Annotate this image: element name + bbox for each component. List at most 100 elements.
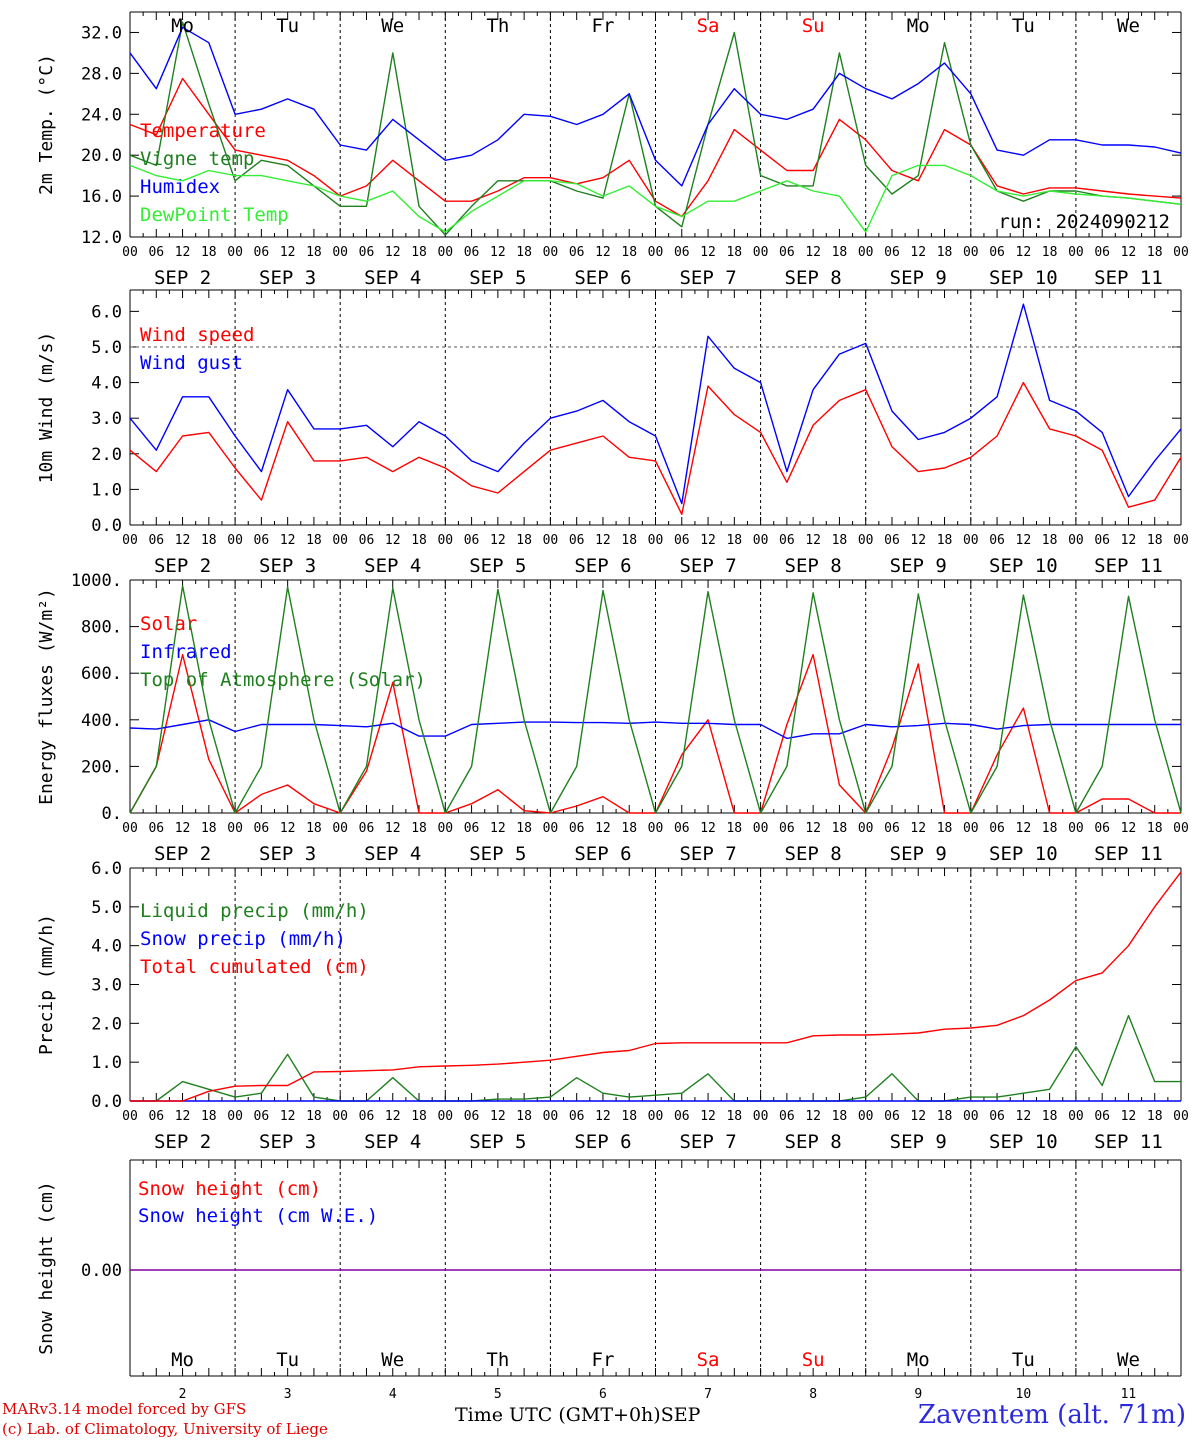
hour-label: 18: [726, 1109, 742, 1124]
y-tick-label: 1.0: [91, 480, 122, 500]
hour-label: 12: [700, 821, 716, 836]
hour-label: 18: [832, 821, 848, 836]
y-tick-label: 2.0: [91, 445, 122, 465]
weekday-label: Su: [802, 15, 825, 37]
hour-label: 18: [201, 821, 217, 836]
hour-label: 12: [805, 821, 821, 836]
date-label: SEP 4: [364, 555, 421, 577]
time-axis-month: SEP: [660, 1404, 701, 1426]
weekday-label: We: [1117, 15, 1140, 37]
weekday-label-bottom: Sa: [697, 1349, 720, 1371]
hour-label: 06: [989, 821, 1005, 836]
hour-label: 12: [700, 1109, 716, 1124]
hour-label: 12: [910, 533, 926, 548]
y-tick-label: 24.0: [81, 105, 122, 125]
y-tick-label: 0.00: [81, 1261, 122, 1281]
hour-label: 12: [1121, 245, 1137, 260]
hour-label: 18: [832, 245, 848, 260]
hour-label: 12: [910, 1109, 926, 1124]
hour-label: 00: [963, 1109, 979, 1124]
hour-label: 18: [1042, 245, 1058, 260]
weekday-label-bottom: Th: [486, 1349, 509, 1371]
hour-label: 00: [1068, 245, 1084, 260]
weekday-label-bottom: Su: [802, 1349, 825, 1371]
day-number-label: 10: [1016, 1387, 1032, 1402]
date-label: SEP 2: [154, 555, 211, 577]
y-tick-label: 2.0: [91, 1014, 122, 1034]
legend-entry: Temperature: [140, 120, 266, 142]
hour-label: 06: [884, 533, 900, 548]
hour-label: 12: [385, 245, 401, 260]
hour-label: 12: [175, 1109, 191, 1124]
y-tick-label: 4.0: [91, 374, 122, 394]
hour-label: 12: [700, 245, 716, 260]
station-name: Zaventem (alt. 71m): [918, 1400, 1186, 1430]
hour-label: 00: [332, 1109, 348, 1124]
hour-label: 18: [201, 1109, 217, 1124]
hour-label: 00: [122, 533, 138, 548]
hour-label: 12: [910, 245, 926, 260]
hour-label: 12: [175, 533, 191, 548]
hour-label: 00: [858, 821, 874, 836]
hour-label: 06: [884, 245, 900, 260]
weekday-label-bottom: Tu: [1012, 1349, 1035, 1371]
hour-label: 18: [621, 533, 637, 548]
day-number-label: 2: [179, 1387, 187, 1402]
hour-label: 12: [1121, 533, 1137, 548]
date-label: SEP 8: [785, 555, 842, 577]
hour-label: 06: [884, 821, 900, 836]
y-tick-label: 0.0: [91, 1092, 122, 1112]
date-label: SEP 11: [1094, 1131, 1163, 1153]
legend-entry: Wind speed: [140, 324, 254, 346]
date-label: SEP 3: [259, 843, 316, 865]
hour-label: 12: [385, 1109, 401, 1124]
date-label: SEP 11: [1094, 843, 1163, 865]
hour-label: 06: [674, 533, 690, 548]
y-tick-label: 3.0: [91, 976, 122, 996]
hour-label: 18: [1042, 1109, 1058, 1124]
hour-label: 00: [227, 1109, 243, 1124]
weekday-label-bottom: Fr: [592, 1349, 615, 1371]
hour-label: 12: [1121, 821, 1137, 836]
hour-label: 12: [595, 533, 611, 548]
hour-label: 18: [306, 245, 322, 260]
hour-label: 06: [779, 533, 795, 548]
hour-label: 06: [148, 533, 164, 548]
date-label: SEP 6: [574, 843, 631, 865]
hour-label: 18: [937, 1109, 953, 1124]
hour-label: 18: [937, 821, 953, 836]
date-label: SEP 2: [154, 1131, 211, 1153]
date-label: SEP 4: [364, 267, 421, 289]
time-axis-label: Time UTC (GMT+0h)SEP: [455, 1404, 700, 1426]
series-line: [129, 164, 1182, 233]
hour-label: 12: [280, 533, 296, 548]
day-number-label: 6: [599, 1387, 607, 1402]
hour-label: 12: [280, 245, 296, 260]
hour-label: 06: [1094, 821, 1110, 836]
hour-label: 00: [122, 1109, 138, 1124]
hour-label: 06: [674, 1109, 690, 1124]
hour-label: 06: [989, 245, 1005, 260]
hour-label: 06: [569, 533, 585, 548]
y-axis-label: Snow height (cm): [36, 1181, 57, 1354]
hour-label: 12: [175, 245, 191, 260]
hour-label: 18: [516, 245, 532, 260]
weekday-label: Fr: [592, 15, 615, 37]
hour-label: 06: [1094, 1109, 1110, 1124]
weekday-label-bottom: Mo: [171, 1349, 194, 1371]
weekday-label-bottom: Mo: [907, 1349, 930, 1371]
hour-label: 12: [490, 533, 506, 548]
hour-label: 06: [779, 821, 795, 836]
weekday-label: Mo: [907, 15, 930, 37]
date-label: SEP 7: [679, 1131, 736, 1153]
hour-label: 00: [963, 821, 979, 836]
hour-label: 06: [148, 1109, 164, 1124]
date-label: SEP 2: [154, 267, 211, 289]
hour-label: 06: [464, 821, 480, 836]
hour-label: 00: [858, 245, 874, 260]
hour-label: 18: [411, 821, 427, 836]
hour-label: 18: [1147, 821, 1163, 836]
hour-label: 18: [1147, 533, 1163, 548]
series-line: [129, 719, 1181, 740]
